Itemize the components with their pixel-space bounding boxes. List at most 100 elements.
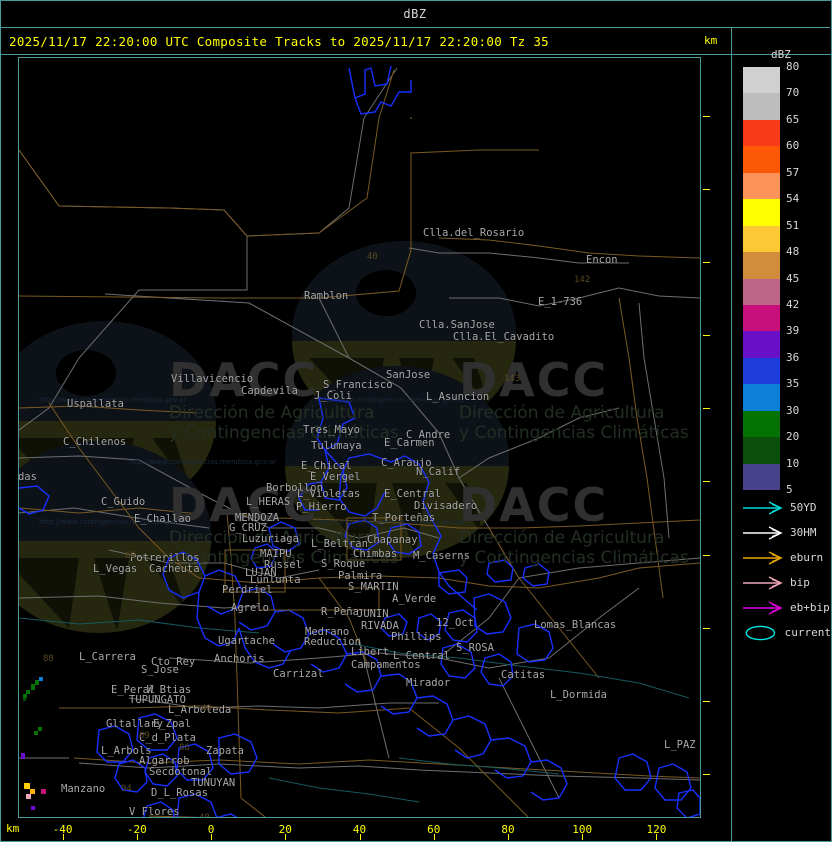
legend-item-30hm[interactable]: 30HM <box>741 520 831 545</box>
map-place-label: L_Central <box>393 650 450 662</box>
map-place-label: S_ROSA <box>456 642 494 654</box>
colorbar-band[interactable] <box>743 384 780 411</box>
y-tick-mark <box>703 627 710 629</box>
legend-item-bip[interactable]: bip <box>741 570 831 595</box>
map-place-label: C_d_Plata <box>139 732 196 744</box>
x-tick-label: -40 <box>52 823 73 836</box>
legend-item-label: current <box>784 626 831 639</box>
legend-item-label: eburn <box>790 551 824 564</box>
route-number-label: 40 <box>367 252 378 262</box>
route-number-label: 40 <box>201 704 212 714</box>
colorbar-tick-label: 42 <box>786 297 800 311</box>
colorbar-band[interactable] <box>743 225 780 253</box>
legend-item-label: 50YD <box>790 501 817 514</box>
radar-echo-cell <box>23 694 27 698</box>
colorbar-band[interactable] <box>743 410 780 438</box>
map-place-label: Ugartache <box>218 635 275 647</box>
arrow-icon <box>743 525 783 540</box>
colorbar-band[interactable] <box>743 199 780 226</box>
map-place-label: L_Beltran <box>311 538 368 550</box>
route-number-label: 94 <box>121 784 132 794</box>
colorbar-band[interactable] <box>743 437 780 464</box>
colorbar-band[interactable] <box>743 252 780 279</box>
colorbar-title: dBZ <box>771 48 791 61</box>
map-place-label: L_Carrera <box>79 651 136 663</box>
map-place-label: E_1-736 <box>538 296 583 308</box>
colorbar-band[interactable] <box>743 278 780 305</box>
colorbar-band[interactable] <box>743 304 780 332</box>
legend-item-eburn[interactable]: eburn <box>741 545 831 570</box>
colorbar-tick-label: 20 <box>786 430 800 444</box>
timestamp-bar: 2025/11/17 22:20:00 UTC Composite Tracks… <box>1 28 831 55</box>
x-tick-mark <box>211 834 213 840</box>
dacc-logo-watermark <box>19 241 516 633</box>
map-place-label: E_Central <box>384 488 441 500</box>
city-limit-boxes <box>224 117 412 611</box>
legend-item-label: eb+bip <box>790 601 830 614</box>
map-place-label: E_Zpal <box>153 718 191 730</box>
colorbar-band[interactable] <box>743 67 780 94</box>
legend-item-50yd[interactable]: 50YD <box>741 495 831 520</box>
timestamp-text: 2025/11/17 22:20:00 UTC Composite Tracks… <box>9 33 549 49</box>
map-place-label: C_Araujo <box>381 457 432 469</box>
colorbar-band[interactable] <box>743 119 780 147</box>
map-place-label: C_Guido <box>101 496 146 508</box>
map-place-label: L_Vegas <box>93 563 138 575</box>
map-place-label: Campamentos <box>351 659 421 671</box>
colorbar-band[interactable] <box>743 331 780 358</box>
map-place-label: aredas <box>18 471 37 483</box>
department-outlines <box>19 65 700 817</box>
colorbar-tick-label: 5 <box>786 483 793 496</box>
x-tick-label: 20 <box>278 823 292 836</box>
colorbar[interactable] <box>743 67 780 490</box>
colorbar-band[interactable] <box>743 357 780 385</box>
y-tick-mark <box>703 408 710 410</box>
column-divider <box>731 28 732 841</box>
map-place-label: W_Btias <box>147 684 192 696</box>
map-place-label: TUNUYAN <box>191 777 236 789</box>
map-place-label: Cacheuta <box>149 563 200 575</box>
legend-item-eb-bip[interactable]: eb+bip <box>741 595 831 620</box>
map-place-label: Manzano <box>61 783 106 795</box>
legend-item-current[interactable]: current <box>741 620 831 645</box>
map-place-label: C_Chilenos <box>63 436 127 448</box>
x-tick-label: 0 <box>207 823 215 836</box>
map-place-label: MAIPU <box>260 548 292 560</box>
map-place-label: Russel <box>264 559 302 571</box>
map-place-label: Cto_Rey <box>151 656 196 668</box>
page-title: dBZ <box>403 6 427 21</box>
map-place-label: Zapata <box>206 745 244 757</box>
map-place-label: 12_Oct <box>436 617 474 629</box>
map-place-label: Encon <box>586 254 618 266</box>
radar-echo-cell <box>24 783 30 789</box>
map-place-label: Reduccion <box>304 636 361 648</box>
colorbar-band[interactable] <box>743 146 780 173</box>
map-place-label: Tres_Mayo <box>303 424 360 436</box>
legend-item-label: bip <box>790 576 810 589</box>
map-place-label: Anchoris <box>214 653 265 665</box>
radar-echo-cell <box>21 753 25 759</box>
colorbar-tick-label: 51 <box>786 218 800 232</box>
colorbar-band[interactable] <box>743 93 780 120</box>
route-number-label: 143 <box>504 374 521 384</box>
radar-map-panel[interactable]: DACC Dirección de Agricultura y Continge… <box>18 57 701 818</box>
radar-echo-cell <box>39 677 43 681</box>
map-geometry <box>19 65 700 817</box>
map-place-label: MENDOZA <box>235 512 280 524</box>
y-tick-mark <box>703 188 710 190</box>
map-place-label: Lomas_Blancas <box>534 619 617 631</box>
map-place-label: SanJose <box>386 369 431 381</box>
colorbar-tick-label: 48 <box>786 245 800 259</box>
arrow-icon <box>743 600 783 615</box>
colorbar-band[interactable] <box>743 172 780 200</box>
radar-echo-cell <box>26 690 30 694</box>
colorbar-band[interactable] <box>743 463 780 490</box>
map-place-label: D_L_Rosas <box>151 787 208 799</box>
x-tick-mark <box>285 834 287 840</box>
map-place-label: G_CRUZ <box>229 522 267 534</box>
radar-echo-cell <box>30 789 35 794</box>
map-place-label: M_Caserns <box>413 550 470 562</box>
map-place-label: E_Chical <box>301 460 352 472</box>
map-place-label: Chimbas <box>353 548 398 560</box>
